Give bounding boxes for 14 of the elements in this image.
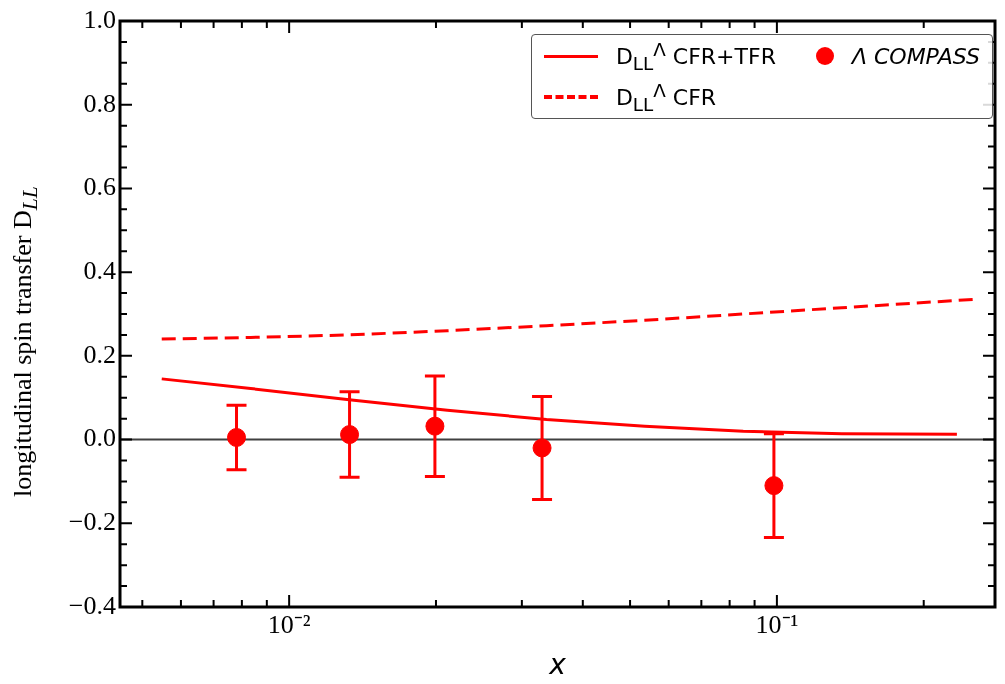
legend-label: D$_{LL}$$^{Λ}$ CFR	[615, 79, 717, 115]
x-tick-label: 10⁻²	[267, 610, 311, 640]
y-tick-label: −0.4	[68, 590, 116, 620]
y-tick-label: 0.8	[83, 88, 116, 118]
y-tick-label: 0.4	[83, 255, 116, 285]
y-tick-label: 1.0	[83, 4, 116, 34]
y-tick-label: 0.6	[83, 172, 116, 202]
x-tick-label: 10⁻¹	[755, 610, 799, 640]
legend-label: Λ COMPASS	[851, 43, 980, 69]
y-tick-label: 0.2	[83, 339, 116, 369]
x-axis-title: x	[548, 648, 567, 682]
legend-label: D$_{LL}$$^{Λ}$ CFR+TFR	[615, 39, 776, 74]
y-tick-label: −0.2	[68, 507, 116, 537]
y-tick-label: 0.0	[83, 423, 116, 453]
